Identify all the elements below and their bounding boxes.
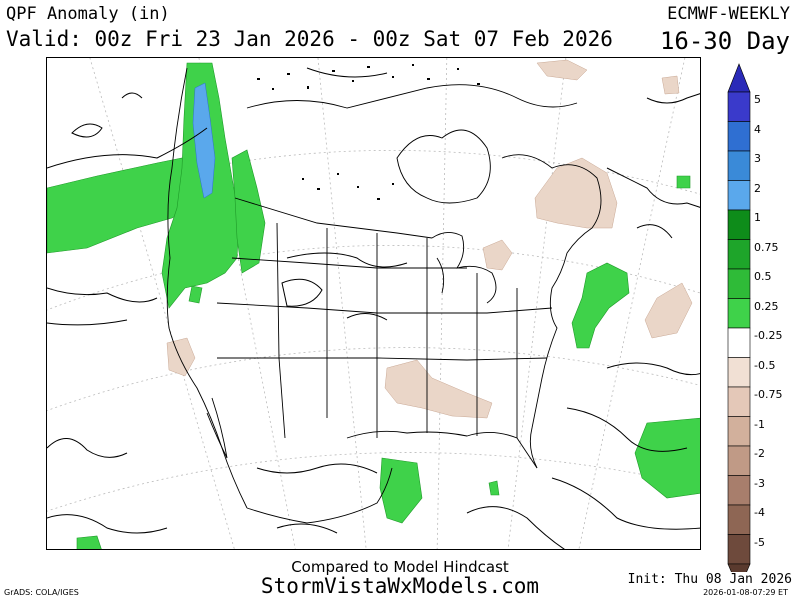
legend-label: 2	[754, 181, 761, 195]
legend-swatch	[727, 416, 751, 447]
legend-label: -1	[754, 417, 765, 431]
comparison-note: Compared to Model Hindcast	[291, 558, 509, 576]
legend-arrow-top	[727, 63, 751, 93]
map-title: QPF Anomaly (in)	[6, 4, 170, 24]
color-legend: 5 4 3 2 1 0.75 0.5 0.25 -0.25 -0.5 -0.75 -1 -2 -3 -4 -5	[720, 62, 800, 591]
legend-swatch	[727, 209, 751, 240]
legend-label: 4	[754, 122, 761, 136]
legend-label: -0.25	[754, 329, 783, 342]
map-canvas	[47, 58, 700, 549]
legend-label: 0.75	[754, 240, 779, 254]
legend-label: 5	[754, 93, 761, 106]
legend-label: 0.5	[754, 270, 772, 283]
legend-swatch	[727, 298, 751, 329]
color-legend-bar	[727, 63, 751, 591]
legend-swatch	[727, 357, 751, 388]
legend-label: 3	[754, 152, 761, 165]
legend-label: -5	[754, 535, 765, 549]
legend-swatch	[727, 180, 751, 211]
valid-period: Valid: 00z Fri 23 Jan 2026 - 00z Sat 07 …	[6, 27, 613, 51]
website-credit: StormVistaWxModels.com	[260, 574, 540, 598]
forecast-day-range: 16-30 Day	[659, 27, 790, 55]
wet-anomaly-areas	[47, 62, 700, 549]
legend-swatch	[727, 327, 751, 358]
init-time: Init: Thu 08 Jan 2026	[627, 572, 792, 587]
legend-swatch	[727, 239, 751, 270]
legend-label: 1	[754, 211, 761, 224]
legend-label: -2	[754, 447, 765, 460]
legend-label: -0.5	[754, 358, 776, 372]
legend-label: 0.25	[754, 299, 779, 313]
legend-label: -0.75	[754, 388, 783, 401]
legend-label: -4	[754, 506, 765, 519]
dry-anomaly-areas	[166, 59, 693, 419]
legend-label: -3	[754, 476, 765, 490]
legend-swatch	[727, 268, 751, 299]
legend-swatch	[727, 121, 751, 152]
arctic-islands	[257, 64, 480, 200]
legend-swatch	[727, 150, 751, 181]
legend-swatch	[727, 91, 751, 122]
legend-swatch	[727, 475, 751, 506]
anomaly-map	[46, 57, 701, 550]
anomaly-contours	[47, 67, 700, 549]
model-name: ECMWF-WEEKLY	[667, 4, 790, 24]
map-boundaries	[166, 67, 602, 524]
generated-timestamp: 2026-01-08-07:29 ET	[703, 588, 788, 597]
legend-swatch	[727, 386, 751, 417]
legend-swatch	[727, 504, 751, 535]
grads-credit: GrADS: COLA/IGES	[4, 588, 79, 597]
legend-swatch	[727, 445, 751, 476]
